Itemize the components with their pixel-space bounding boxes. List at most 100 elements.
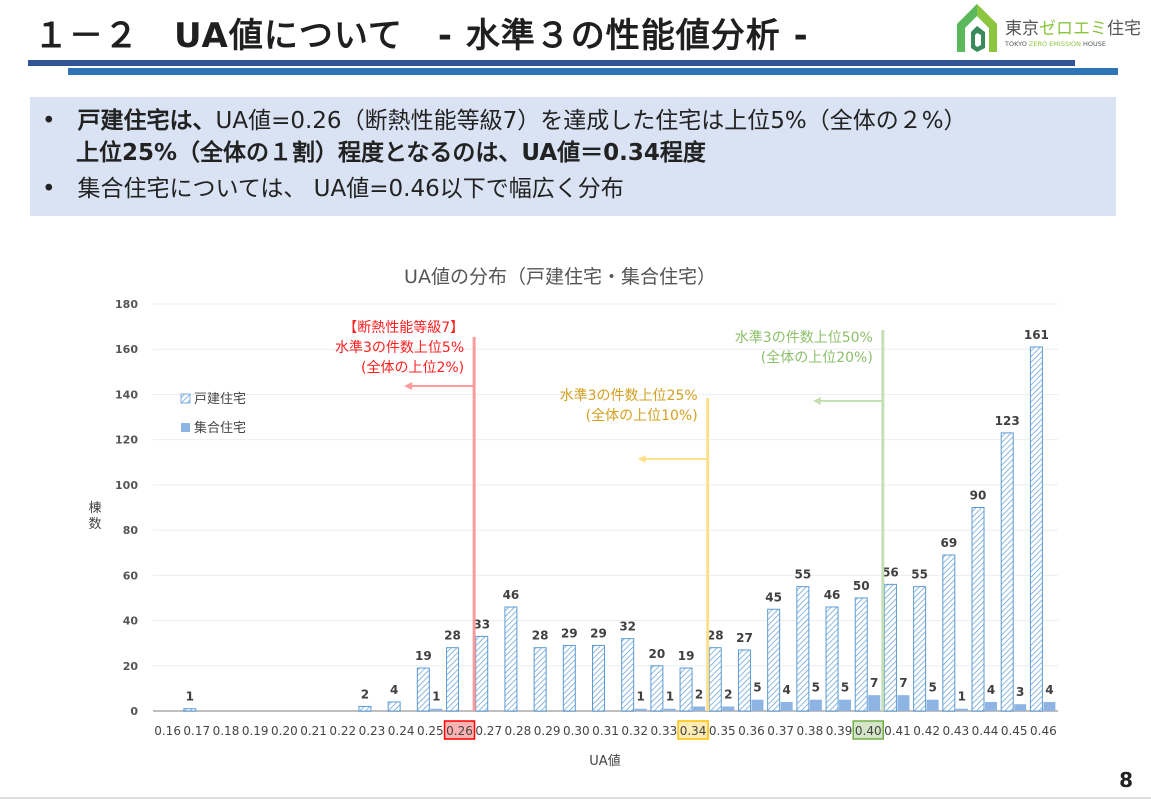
y-axis-label: 棟数 <box>88 501 101 532</box>
x-tick-label: 0.17 <box>183 724 210 738</box>
svg-text:住宅: 住宅 <box>1107 19 1141 39</box>
data-label-detached: 90 <box>970 489 987 503</box>
bar-detached <box>796 586 810 712</box>
bar-detached <box>708 647 722 712</box>
y-tick-label: 60 <box>123 569 139 582</box>
bar-collective <box>634 708 647 711</box>
data-label-collective: 5 <box>812 681 820 695</box>
y-tick-label: 100 <box>115 479 138 492</box>
bar-collective <box>955 708 968 711</box>
x-tick-label: 0.38 <box>796 724 823 738</box>
data-label-collective: 7 <box>899 676 907 690</box>
data-label-detached: 123 <box>995 414 1020 428</box>
data-label-collective: 4 <box>1045 683 1053 697</box>
chart-title: UA値の分布（戸建住宅・集合住宅） <box>404 266 716 288</box>
legend-label-collective: 集合住宅 <box>194 420 246 436</box>
page-number: 8 <box>1119 768 1133 792</box>
bar-detached <box>971 507 985 712</box>
data-label-collective: 1 <box>666 690 674 704</box>
annotation-text: 水準3の件数上位5% <box>335 340 464 356</box>
data-label-detached: 27 <box>736 631 753 645</box>
data-label-collective: 1 <box>958 690 966 704</box>
data-label-detached: 55 <box>911 568 928 582</box>
x-tick-label: 0.45 <box>1001 724 1028 738</box>
bar-detached <box>650 665 664 712</box>
arrow-head-icon <box>812 397 821 405</box>
title-divider-secondary <box>68 68 1118 75</box>
annotation-text: (全体の上位2%) <box>361 359 464 376</box>
data-label-detached: 46 <box>503 588 520 602</box>
x-tick-label: 0.25 <box>417 724 444 738</box>
data-label-detached: 29 <box>561 626 578 640</box>
bar-detached <box>387 701 401 712</box>
data-label-detached: 28 <box>707 629 724 643</box>
bar-collective <box>780 701 793 711</box>
data-label-collective: 3 <box>1016 685 1024 699</box>
legend-label-detached: 戸建住宅 <box>194 392 246 407</box>
annotation-text: (全体の上位10%) <box>586 407 698 424</box>
bar-collective <box>722 706 735 711</box>
bullet-detached-text: UA値=0.26（断熱性能等級7）を達成した住宅は上位5%（全体の２%） <box>215 108 967 134</box>
x-tick-label: 0.30 <box>563 724 590 738</box>
bar-collective <box>868 695 881 711</box>
bullet-detached-line2-text: 上位25%（全体の１割）程度となるのは、UA値＝0.34程度 <box>76 140 706 166</box>
x-tick-label: 0.42 <box>913 724 940 738</box>
x-tick-label: 0.31 <box>592 724 619 738</box>
x-tick-label: 0.40 <box>855 724 882 738</box>
data-label-collective: 1 <box>432 690 440 704</box>
ua-distribution-chart: UA値の分布（戸建住宅・集合住宅） 0204060801001201401601… <box>88 266 1058 769</box>
data-label-detached: 45 <box>765 590 782 604</box>
bar-collective <box>430 708 443 711</box>
data-label-collective: 1 <box>637 690 645 704</box>
x-tick-label: 0.39 <box>826 724 853 738</box>
y-tick-label: 180 <box>115 298 138 311</box>
x-tick-label: 0.46 <box>1030 724 1057 738</box>
data-label-detached: 50 <box>853 579 870 593</box>
highlight-box <box>443 720 476 740</box>
x-tick-label: 0.26 <box>446 724 473 738</box>
tokyo-zero-emission-house-logo: 東京 ゼロエミ 住宅 TOKYO ZERO EMISSION HOUSE <box>957 4 1141 52</box>
data-label-detached: 4 <box>390 683 398 697</box>
page-title: １－２ UA値について - 水準３の性能値分析 - <box>34 16 809 56</box>
bar-collective <box>839 699 852 711</box>
x-tick-label: 0.34 <box>680 724 707 738</box>
bar-detached <box>737 649 751 712</box>
legend-swatch-collective <box>181 423 190 432</box>
bullet-detached-line2: 上位25%（全体の１割）程度となるのは、UA値＝0.34程度 <box>76 137 706 169</box>
annotation-text: 水準3の件数上位50% <box>735 330 873 346</box>
data-label-collective: 7 <box>870 676 878 690</box>
bar-detached <box>854 597 868 712</box>
bar-collective <box>985 701 998 711</box>
bar-collective <box>1043 701 1056 711</box>
bullet-collective: • 集合住宅については、 UA値=0.46以下で幅広く分布 <box>42 173 624 205</box>
bar-collective <box>926 699 939 711</box>
annotation-text: 水準3の件数上位25% <box>560 388 698 404</box>
x-tick-label: 0.19 <box>242 724 269 738</box>
data-label-detached: 19 <box>415 649 432 663</box>
x-tick-label: 0.21 <box>300 724 327 738</box>
data-label-collective: 2 <box>695 687 703 701</box>
x-tick-label: 0.16 <box>154 724 181 738</box>
y-tick-label: 20 <box>123 660 139 673</box>
bullet-collective-text: 集合住宅については、 UA値=0.46以下で幅広く分布 <box>77 176 624 202</box>
data-label-detached: 56 <box>882 565 899 579</box>
annotation-text: (全体の上位20%) <box>761 349 873 366</box>
data-label-detached: 69 <box>940 536 957 550</box>
data-label-detached: 32 <box>619 620 636 634</box>
bar-detached <box>562 644 576 712</box>
data-label-detached: 19 <box>678 649 695 663</box>
data-label-detached: 161 <box>1024 328 1049 342</box>
bar-detached <box>533 647 547 712</box>
x-tick-label: 0.37 <box>767 724 794 738</box>
bar-detached <box>446 647 460 712</box>
highlight-box <box>677 720 709 740</box>
data-label-collective: 4 <box>987 683 995 697</box>
x-tick-label: 0.22 <box>329 724 356 738</box>
x-tick-label: 0.29 <box>534 724 561 738</box>
y-tick-label: 120 <box>115 434 138 447</box>
bar-detached <box>767 608 781 712</box>
bullet-mark: • <box>42 108 56 134</box>
bar-detached <box>475 635 489 712</box>
bar-detached <box>1029 346 1043 712</box>
data-label-detached: 2 <box>361 687 369 701</box>
